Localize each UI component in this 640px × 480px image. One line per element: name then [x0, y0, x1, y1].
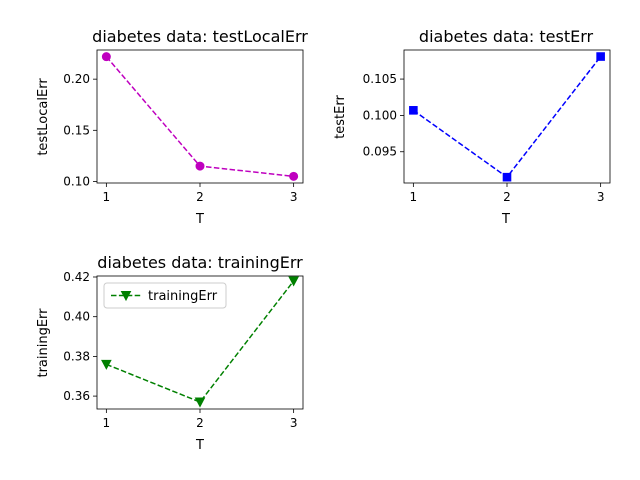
axes-frame — [96, 49, 304, 184]
y-tick-label: 0.36 — [63, 389, 90, 403]
x-tick-label: 3 — [290, 416, 298, 430]
y-tick-label: 0.095 — [363, 145, 397, 159]
x-axis-label: T — [195, 438, 204, 453]
chart-title: diabetes data: testLocalErr — [92, 27, 308, 46]
y-tick-label: 0.15 — [63, 123, 90, 137]
x-axis-label: T — [195, 212, 204, 227]
data-point — [289, 171, 299, 181]
x-tick-label: 2 — [196, 416, 204, 430]
x-tick-label: 1 — [410, 190, 418, 204]
y-axis-label: testErr — [333, 95, 348, 139]
data-point — [502, 172, 512, 182]
x-tick-label: 3 — [290, 190, 298, 204]
subplot-testErr: diabetes data: testErr T testErr 1 2 3 0.09… — [333, 27, 611, 227]
y-tick-label: 0.38 — [63, 349, 90, 363]
y-tick-label: 0.10 — [63, 174, 90, 188]
legend: trainingErr — [103, 282, 227, 309]
data-point — [409, 106, 418, 115]
x-tick-label: 2 — [503, 190, 511, 204]
y-axis-label: testLocalErr — [36, 78, 51, 156]
subplot-testLocalErr: diabetes data: testLocalErr T testLocalE… — [36, 27, 308, 227]
data-point — [195, 161, 205, 171]
chart-title: diabetes data: testErr — [419, 27, 594, 46]
data-point — [101, 52, 111, 62]
legend-label: trainingErr — [148, 289, 218, 304]
subplot-trainingErr: diabetes data: trainingErr T trainingErr… — [36, 253, 304, 453]
data-point — [194, 397, 206, 408]
x-tick-label: 3 — [597, 190, 605, 204]
data-point — [288, 276, 299, 287]
x-tick-label: 1 — [103, 416, 111, 430]
axes-frame — [96, 275, 304, 410]
data-point — [596, 52, 605, 61]
y-axis-label: trainingErr — [36, 308, 51, 378]
series-line — [106, 280, 295, 403]
y-tick-label: 0.42 — [63, 270, 90, 284]
axes-frame — [403, 49, 611, 184]
y-tick-label: 0.105 — [363, 72, 397, 86]
chart-title: diabetes data: trainingErr — [97, 253, 303, 272]
y-tick-label: 0.20 — [63, 72, 90, 86]
x-tick-label: 2 — [196, 190, 204, 204]
data-point — [101, 359, 112, 370]
y-tick-label: 0.100 — [363, 108, 397, 122]
x-tick-label: 1 — [103, 190, 111, 204]
x-axis-label: T — [501, 212, 510, 227]
legend-marker — [120, 291, 132, 302]
y-tick-label: 0.40 — [63, 310, 90, 324]
